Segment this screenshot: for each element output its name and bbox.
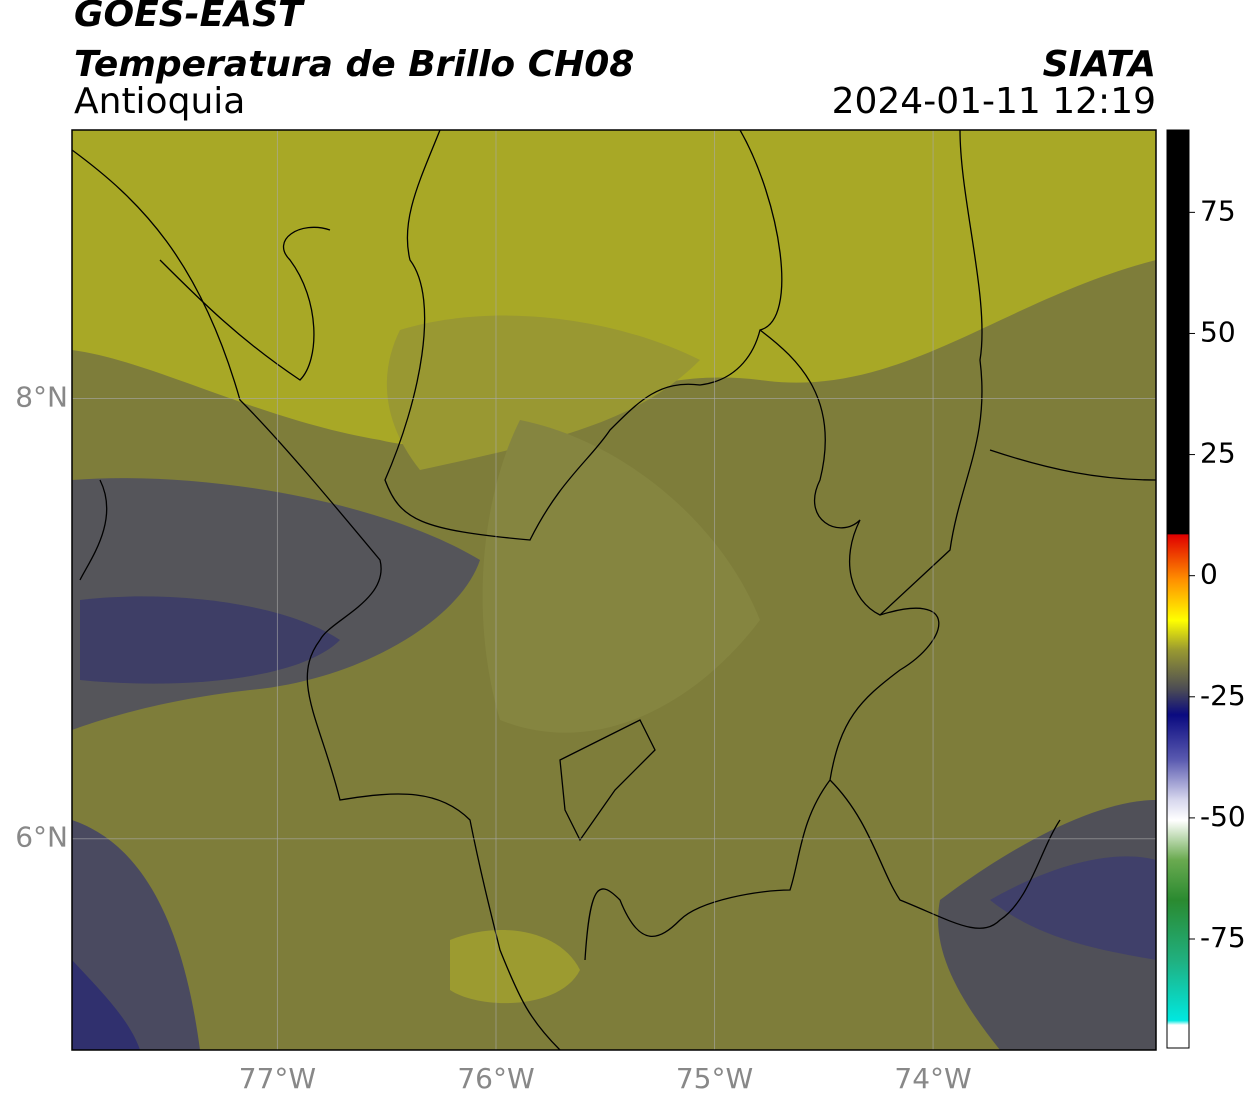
colorbar-tick-label: 0: [1200, 558, 1218, 591]
colorbar: [1166, 129, 1190, 1049]
colorbar-tick-label: 50: [1200, 315, 1236, 348]
colorbar-tick-label: -50: [1200, 800, 1246, 833]
colorbar-tick-label: 25: [1200, 437, 1236, 470]
colorbar-tick-label: -75: [1200, 921, 1246, 954]
boundaries: [72, 130, 1156, 1050]
x-tick-label: 74°W: [894, 1062, 971, 1095]
map-field: [72, 130, 1156, 1050]
x-tick-label: 76°W: [457, 1062, 534, 1095]
source: SIATA: [1043, 44, 1156, 85]
grid: [72, 130, 1156, 1050]
map-frame: [71, 129, 1157, 1051]
datetime: 2024-01-11 12:19: [832, 81, 1156, 122]
title: GOES-EAST: [74, 0, 305, 35]
x-tick-label: 77°W: [239, 1062, 316, 1095]
y-tick-label: 8°N: [15, 381, 68, 414]
colorbar-tick-label: -25: [1200, 679, 1246, 712]
region: Antioquia: [74, 81, 245, 122]
x-tick-label: 75°W: [676, 1062, 753, 1095]
colorbar-tick-label: 75: [1200, 194, 1236, 227]
y-tick-label: 6°N: [15, 821, 68, 854]
subtitle: Temperatura de Brillo CH08: [74, 44, 634, 85]
